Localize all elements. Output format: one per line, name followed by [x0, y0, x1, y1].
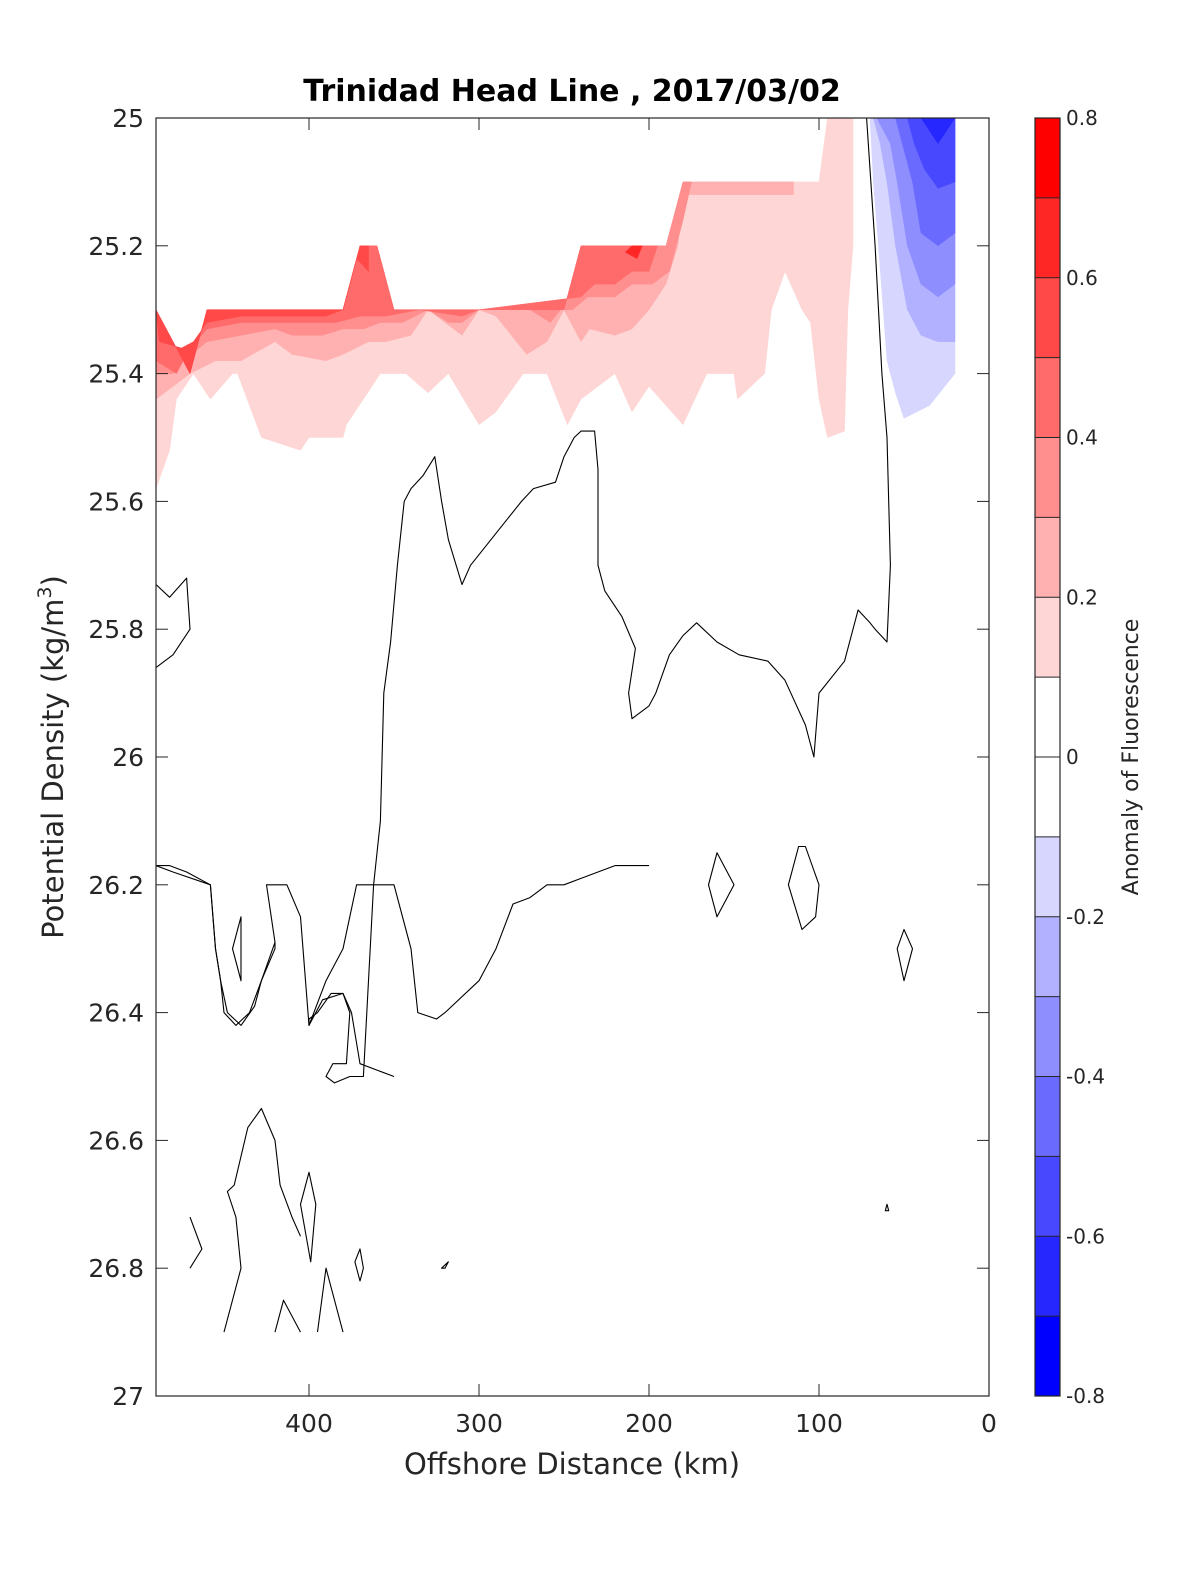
- colorbar-swatch: [1035, 118, 1060, 198]
- filled-region-11: [907, 118, 956, 145]
- y-axis-label: Potential Density (kg/m3): [34, 575, 70, 939]
- colorbar-swatch: [1035, 677, 1060, 757]
- filled-contours: [156, 118, 956, 489]
- y-axis: 25 25.2 25.4 25.6 25.8 26 26.2 26.4 26.6 26.8 27: [88, 104, 989, 1411]
- colorbar-tick-label: -0.4: [1066, 1065, 1105, 1089]
- contour-line-7: [896, 928, 914, 982]
- contour-line-12: [441, 1261, 449, 1269]
- colorbar: 0.8 0.6 0.4 0.2 0 -0.2 -0.4 -0.6 -0.8: [1034, 106, 1105, 1408]
- y-tick-label: 26.4: [88, 999, 144, 1028]
- contour-line-9: [189, 1216, 203, 1269]
- colorbar-tick-label: -0.2: [1066, 905, 1105, 929]
- y-tick-label: 27: [112, 1382, 144, 1411]
- contour-line-14: [316, 1267, 344, 1333]
- colorbar-swatch: [1035, 517, 1060, 598]
- colorbar-swatch: [1035, 916, 1060, 997]
- contour-line-0: [156, 577, 191, 668]
- contour-line-1: [308, 118, 891, 1084]
- filled-region-4: [156, 245, 369, 375]
- contour-line-3: [156, 865, 395, 1078]
- colorbar-swatch: [1035, 1316, 1060, 1396]
- colorbar-swatch: [1035, 1076, 1060, 1157]
- y-axis-label-superscript: 3: [34, 586, 56, 598]
- x-tick-label: 200: [625, 1409, 673, 1438]
- colorbar-tick-label: 0: [1066, 745, 1079, 769]
- x-tick-label: 100: [795, 1409, 843, 1438]
- contour-lines: [156, 118, 914, 1333]
- colorbar-tick-label: 0.6: [1066, 266, 1098, 290]
- filled-region-3: [156, 245, 658, 375]
- y-tick-label: 26.6: [88, 1126, 144, 1155]
- colorbar-swatch: [1035, 597, 1060, 678]
- y-tick-label: 26.2: [88, 871, 144, 900]
- y-axis-label-main: Potential Density (kg/m: [36, 599, 70, 939]
- contour-line-15: [274, 1299, 301, 1333]
- colorbar-swatch: [1035, 277, 1060, 358]
- contour-line-10: [299, 1171, 317, 1263]
- colorbar-tick-label: -0.6: [1066, 1224, 1105, 1248]
- colorbar-swatch: [1035, 996, 1060, 1077]
- y-tick-label: 25.6: [88, 487, 144, 516]
- colorbar-swatch: [1035, 437, 1060, 518]
- contour-line-5: [707, 852, 735, 918]
- contour-line-8: [223, 1107, 302, 1333]
- colorbar-tick-label: -0.8: [1066, 1384, 1105, 1408]
- x-axis: 400 300 200 100 0: [285, 118, 997, 1438]
- filled-region-5: [624, 245, 643, 259]
- y-tick-label: 25.4: [88, 360, 144, 389]
- y-tick-label: 26: [112, 743, 144, 772]
- x-axis-label: Offshore Distance (km): [404, 1447, 740, 1481]
- y-axis-label-close: ): [36, 575, 70, 586]
- colorbar-swatch: [1035, 357, 1060, 438]
- x-tick-label: 300: [455, 1409, 503, 1438]
- chart-title: Trinidad Head Line , 2017/03/02: [303, 74, 840, 109]
- contour-line-4: [231, 916, 242, 982]
- y-tick-label: 26.8: [88, 1254, 144, 1283]
- y-tick-label: 25.8: [88, 615, 144, 644]
- colorbar-swatch: [1035, 197, 1060, 278]
- y-tick-label: 25: [112, 104, 144, 133]
- filled-region-0: [156, 118, 854, 489]
- colorbar-swatch: [1035, 836, 1060, 917]
- y-tick-label: 25.2: [88, 232, 144, 261]
- x-tick-label: 400: [285, 1409, 333, 1438]
- contour-line-11: [354, 1248, 364, 1282]
- colorbar-swatch: [1035, 1156, 1060, 1237]
- colorbar-frame: [1034, 117, 1061, 1397]
- colorbar-label: Anomaly of Fluorescence: [1119, 619, 1144, 896]
- plot-area: [156, 118, 956, 1333]
- colorbar-swatch: [1035, 1236, 1060, 1317]
- x-tick-label: 0: [981, 1409, 997, 1438]
- colorbar-tick-label: 0.2: [1066, 585, 1098, 609]
- colorbar-swatch: [1035, 757, 1060, 837]
- colorbar-tick-label: 0.8: [1066, 106, 1098, 130]
- colorbar-tick-label: 0.4: [1066, 426, 1098, 450]
- contour-line-13: [884, 1203, 890, 1212]
- contour-line-6: [787, 845, 820, 931]
